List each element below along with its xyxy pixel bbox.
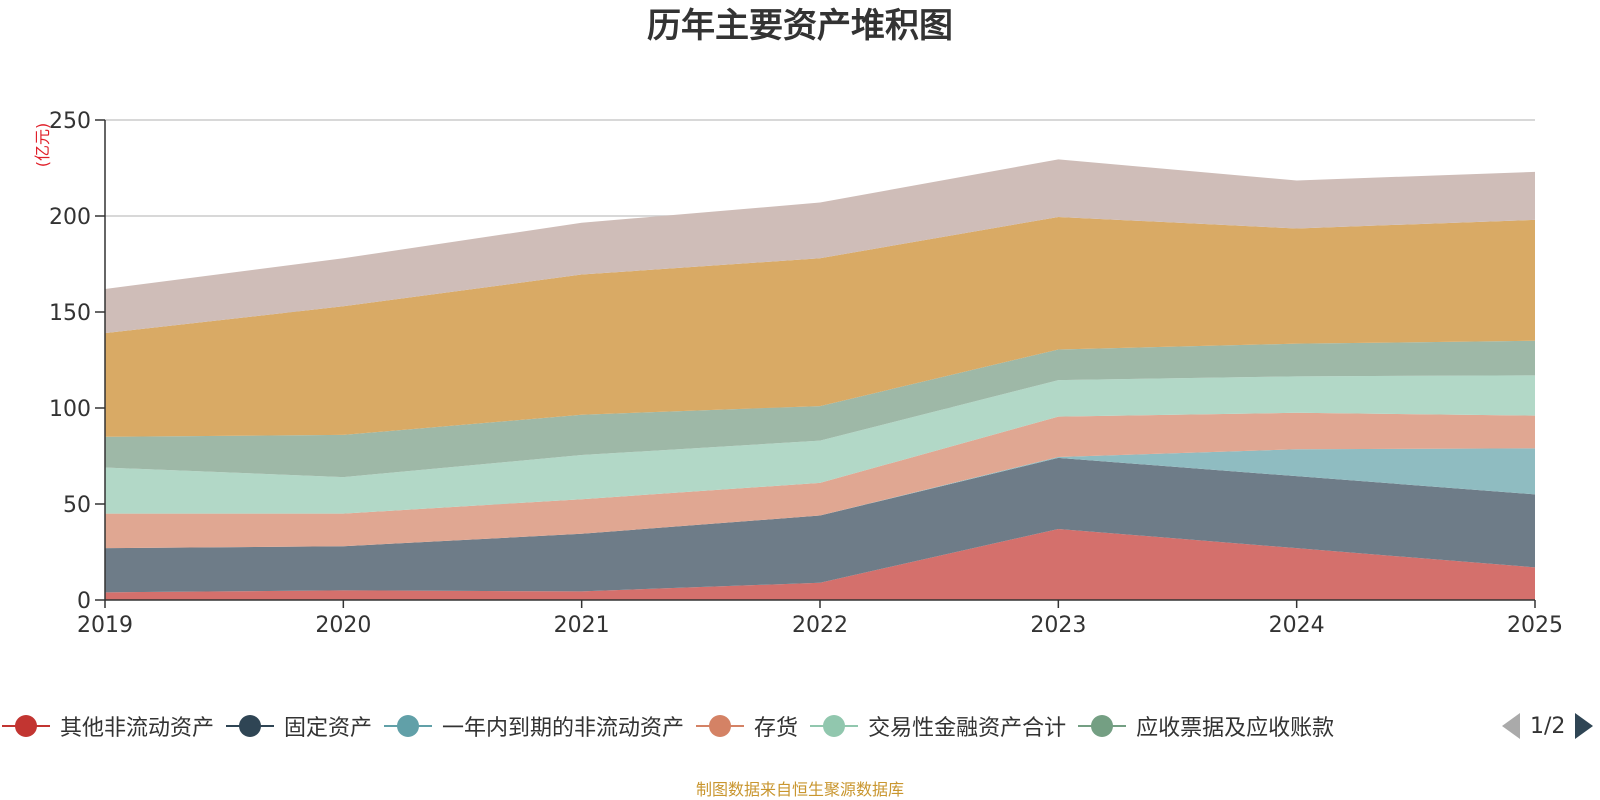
area-series-2[interactable] [105, 448, 1535, 549]
legend-item-label: 存货 [754, 716, 799, 741]
area-series-layer [105, 159, 1535, 600]
legend-item-label: 应收票据及应收账款 [1136, 716, 1335, 741]
legend-next-arrow-icon[interactable] [1573, 711, 1595, 741]
x-tick-label-3: 2022 [792, 613, 848, 638]
x-tick-label-6: 2025 [1507, 613, 1563, 638]
legend-prev-arrow-icon[interactable] [1500, 711, 1522, 741]
legend-marker-icon [810, 715, 859, 737]
legend-marker-icon [384, 715, 433, 737]
legend-page-label: 1/2 [1530, 713, 1566, 739]
data-source-footer: 制图数据来自恒生聚源数据库 [695, 780, 904, 799]
legend-item-label: 其他非流动资产 [60, 716, 215, 741]
x-tick-label-5: 2024 [1269, 613, 1325, 638]
legend-marker-icon [696, 715, 745, 737]
y-tick-label-4: 200 [49, 205, 91, 230]
area-series-5[interactable] [105, 340, 1535, 478]
legend-item-label: 一年内到期的非流动资产 [442, 716, 685, 741]
legend-marker-icon [226, 715, 275, 737]
legend-items: 其他非流动资产 固定资产 一年内到期的非流动资产 存货 交易性金融资产合计 应收票据及应收… [0, 710, 1344, 742]
legend-item-label: 固定资产 [284, 716, 373, 741]
y-tick-label-1: 50 [63, 493, 91, 518]
y-tick-label-0: 0 [77, 589, 91, 614]
x-tick-label-4: 2023 [1030, 613, 1086, 638]
x-tick-label-1: 2020 [315, 613, 371, 638]
area-series-7[interactable] [105, 159, 1535, 334]
area-series-3[interactable] [105, 412, 1535, 549]
x-tick-label-0: 2019 [77, 613, 133, 638]
legend: 其他非流动资产 固定资产 一年内到期的非流动资产 存货 交易性金融资产合计 应收票据及应收… [0, 708, 1600, 744]
legend-item-label: 交易性金融资产合计 [868, 716, 1067, 741]
area-series-0[interactable] [105, 528, 1535, 600]
area-series-6[interactable] [105, 216, 1535, 437]
legend-item-5[interactable]: 应收票据及应收账款 [1076, 710, 1334, 742]
area-series-1[interactable] [105, 457, 1535, 593]
chart-title: 历年主要资产堆积图 [647, 6, 953, 46]
legend-item-1[interactable]: 固定资产 [224, 710, 372, 742]
legend-marker-icon [1078, 715, 1127, 737]
axes: 0 50 100 150 200 250 2019 2020 2021 2022 2023 2024 2… [49, 109, 1563, 638]
legend-marker-icon [2, 715, 50, 737]
legend-item-0[interactable]: 其他非流动资产 [0, 710, 214, 742]
legend-pager: 1/2 [1500, 708, 1595, 744]
y-axis-unit-label: (亿元) [33, 123, 52, 168]
legend-item-2[interactable]: 一年内到期的非流动资产 [382, 710, 684, 742]
y-tick-label-5: 250 [49, 109, 91, 134]
x-tick-label-2: 2021 [554, 613, 610, 638]
area-series-4[interactable] [105, 375, 1535, 514]
y-tick-label-2: 100 [49, 397, 91, 422]
legend-item-4[interactable]: 交易性金融资产合计 [808, 710, 1066, 742]
y-tick-label-3: 150 [49, 301, 91, 326]
legend-item-3[interactable]: 存货 [694, 710, 798, 742]
